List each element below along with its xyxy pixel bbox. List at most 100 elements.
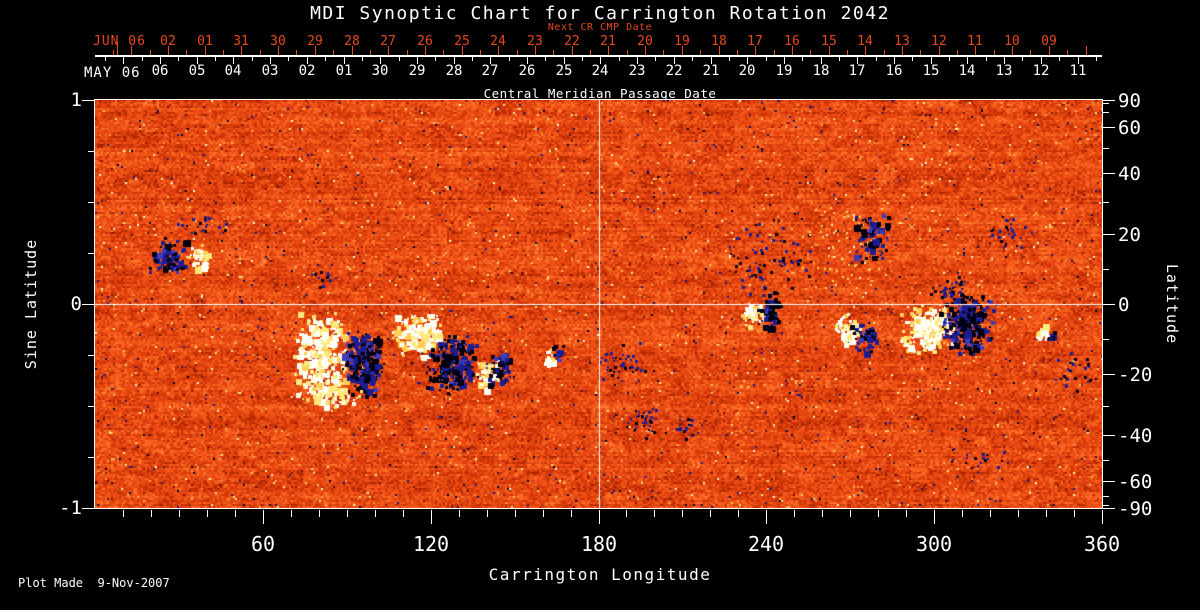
cmp-tick — [1078, 57, 1079, 64]
cmp-tick — [729, 57, 730, 61]
cmp-day-label: 16 — [885, 63, 903, 79]
longitude-tick — [654, 510, 655, 517]
longitude-tick — [1074, 510, 1075, 517]
latitude-tick — [1103, 508, 1115, 509]
longitude-tick — [319, 510, 320, 517]
cmp-day-label: 01 — [335, 63, 353, 79]
cmp-tick — [472, 57, 473, 61]
chart-title: MDI Synoptic Chart for Carrington Rotati… — [310, 3, 890, 24]
cmp-day-label: 18 — [812, 63, 830, 79]
latitude-tick — [1103, 269, 1109, 270]
next-cr-day-label: 01 — [197, 34, 213, 49]
cmp-tick — [325, 57, 326, 61]
next-cr-day-label: 29 — [307, 34, 323, 49]
next-cr-tick — [719, 46, 720, 55]
cmp-tick — [857, 57, 858, 64]
cmp-tick — [362, 57, 363, 61]
latitude-tick — [1103, 496, 1109, 497]
cmp-tick — [582, 57, 583, 61]
next-cr-tick — [205, 46, 206, 55]
next-cr-tick — [388, 46, 389, 55]
next-cr-day-label: 23 — [527, 34, 543, 49]
cmp-day-label: 24 — [591, 63, 609, 79]
cmp-tick — [142, 57, 143, 61]
next-cr-tick — [774, 50, 775, 55]
cmp-tick — [1059, 57, 1060, 61]
longitude-tick — [906, 510, 907, 517]
next-cr-tick — [572, 46, 573, 55]
longitude-tick — [571, 510, 572, 517]
longitude-tick-label: 60 — [250, 532, 276, 556]
latitude-tick-label: 60 — [1118, 117, 1141, 139]
cmp-tick — [747, 57, 748, 64]
longitude-tick — [599, 510, 600, 524]
next-cr-tick — [113, 50, 114, 55]
next-cr-tick — [241, 46, 242, 55]
longitude-tick — [207, 510, 208, 517]
next-cr-tick — [443, 50, 444, 55]
next-cr-day-label: 30 — [270, 34, 286, 49]
next-cr-tick — [223, 50, 224, 55]
next-cr-tick — [737, 50, 738, 55]
sine-latitude-tick-label: -1 — [59, 497, 82, 519]
sine-latitude-tick — [88, 406, 94, 407]
next-cr-tick — [792, 46, 793, 55]
next-cr-tick — [370, 50, 371, 55]
next-cr-tick — [1086, 46, 1087, 55]
plot-frame — [94, 99, 1103, 509]
latitude-tick — [1103, 374, 1115, 375]
cmp-tick — [1041, 57, 1042, 64]
next-cr-day-label: 09 — [1041, 34, 1057, 49]
next-cr-day-label: 20 — [637, 34, 653, 49]
cmp-tick — [912, 57, 913, 61]
next-cr-day-label: 02 — [160, 34, 176, 49]
cmp-tick — [600, 57, 601, 64]
longitude-tick-label: 180 — [580, 532, 618, 556]
next-cr-tick — [131, 46, 132, 55]
magnetogram-image — [95, 100, 1102, 508]
cmp-day-label: 27 — [481, 63, 499, 79]
next-cr-tick — [682, 46, 683, 55]
cmp-day-label: 20 — [738, 63, 756, 79]
next-cr-tick — [920, 50, 921, 55]
latitude-tick — [1103, 112, 1109, 113]
cmp-tick — [435, 57, 436, 61]
next-cr-day-label: 14 — [857, 34, 873, 49]
cmp-tick — [160, 57, 161, 64]
cmp-day-label: 04 — [224, 63, 242, 79]
longitude-tick — [822, 510, 823, 517]
next-cr-day-label: 27 — [380, 34, 396, 49]
sine-latitude-tick-label: 1 — [70, 89, 82, 111]
longitude-tick-label: 120 — [412, 532, 450, 556]
cmp-tick — [490, 57, 491, 64]
cmp-tick — [123, 57, 124, 64]
longitude-tick — [347, 510, 348, 517]
sine-latitude-tick — [88, 457, 94, 458]
next-cr-day-label: 31 — [233, 34, 249, 49]
longitude-tick — [878, 510, 879, 517]
next-cr-day-label: 24 — [490, 34, 506, 49]
cmp-day-label: 26 — [518, 63, 536, 79]
next-cr-day-label: 17 — [747, 34, 763, 49]
longitude-tick — [263, 510, 264, 524]
cmp-tick — [270, 57, 271, 64]
latitude-tick — [1103, 505, 1109, 506]
next-cr-tick — [1030, 50, 1031, 55]
next-cr-day-label: 13 — [894, 34, 910, 49]
next-cr-tick — [700, 50, 701, 55]
cmp-tick — [655, 57, 656, 61]
cmp-tick — [454, 57, 455, 64]
next-cr-tick — [994, 50, 995, 55]
cmp-tick — [545, 57, 546, 61]
cmp-tick — [839, 57, 840, 61]
cmp-tick — [344, 57, 345, 64]
cmp-tick — [307, 57, 308, 64]
cmp-day-label: 12 — [1032, 63, 1050, 79]
cmp-day-label: 02 — [298, 63, 316, 79]
next-cr-tick — [168, 46, 169, 55]
cmp-day-label: 30 — [371, 63, 389, 79]
next-cr-tick — [553, 50, 554, 55]
next-cr-tick — [627, 50, 628, 55]
sine-latitude-tick — [82, 100, 94, 101]
